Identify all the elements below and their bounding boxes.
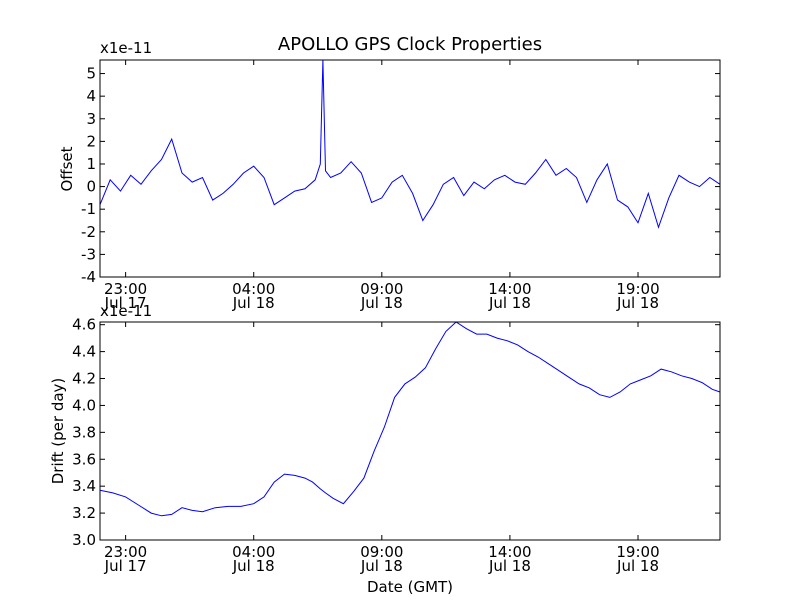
y-tick-label: 3.6 (72, 450, 96, 468)
x-axis-label: Date (GMT) (367, 578, 453, 596)
y-tick-label: 1 (86, 155, 96, 173)
x-tick-label-time: 23:00 (104, 543, 147, 561)
x-tick-label-date: Jul 18 (488, 294, 531, 312)
y-tick-label: 0 (86, 178, 96, 196)
y-tick-label: 4 (86, 87, 96, 105)
x-tick-label-date: Jul 18 (616, 557, 659, 575)
y-tick-label: -4 (81, 268, 96, 286)
drift-multiplier-label: x1e-11 (100, 302, 152, 320)
x-tick-label-time: 14:00 (488, 543, 531, 561)
y-tick-label: 3.4 (72, 477, 96, 495)
x-tick-label-date: Jul 17 (104, 294, 147, 312)
y-tick-label: 4.6 (72, 316, 96, 334)
x-tick-label-date: Jul 18 (360, 557, 403, 575)
series-line-offset (99, 59, 721, 229)
x-tick-label-time: 19:00 (616, 280, 659, 298)
y-tick-label: -3 (81, 245, 96, 263)
x-tick-label-date: Jul 18 (616, 294, 659, 312)
x-tick-label-date: Jul 17 (104, 557, 147, 575)
y-tick-label: 3.0 (72, 531, 96, 549)
y-tick-label: -1 (81, 200, 96, 218)
x-tick-label-date: Jul 18 (232, 294, 275, 312)
x-tick-label-time: 09:00 (360, 280, 403, 298)
offset-panel: APOLLO GPS Clock Properties x1e-11 Offse… (58, 34, 721, 312)
series-line-drift (99, 321, 721, 517)
chart-title: APOLLO GPS Clock Properties (278, 34, 542, 55)
y-tick-label: 2 (86, 132, 96, 150)
y-tick-label: 4.0 (72, 396, 96, 414)
x-tick-label-time: 23:00 (104, 280, 147, 298)
offset-y-axis-label: Offset (58, 146, 76, 191)
y-tick-label: 4.4 (72, 343, 96, 361)
x-tick-label-time: 19:00 (616, 543, 659, 561)
drift-panel: x1e-11 Drift (per day) Date (GMT) 3.0 3.2… (49, 302, 721, 596)
axes-frame (99, 59, 721, 278)
drift-y-axis-label: Drift (per day) (49, 378, 67, 485)
y-tick-label: 3.2 (72, 504, 96, 522)
offset-multiplier-label: x1e-11 (100, 39, 152, 57)
axes-frame (99, 321, 721, 541)
x-tick-label-date: Jul 18 (488, 557, 531, 575)
y-tick-label: -2 (81, 223, 96, 241)
y-tick-label: 4.2 (72, 370, 96, 388)
y-tick-label: 5 (86, 65, 96, 83)
x-tick-label-time: 14:00 (488, 280, 531, 298)
x-tick-label-time: 04:00 (232, 543, 275, 561)
x-tick-label-date: Jul 18 (360, 294, 403, 312)
y-tick-label: 3 (86, 110, 96, 128)
x-tick-label-time: 09:00 (360, 543, 403, 561)
y-tick-label: 3.8 (72, 423, 96, 441)
x-tick-label-time: 04:00 (232, 280, 275, 298)
x-tick-label-date: Jul 18 (232, 557, 275, 575)
